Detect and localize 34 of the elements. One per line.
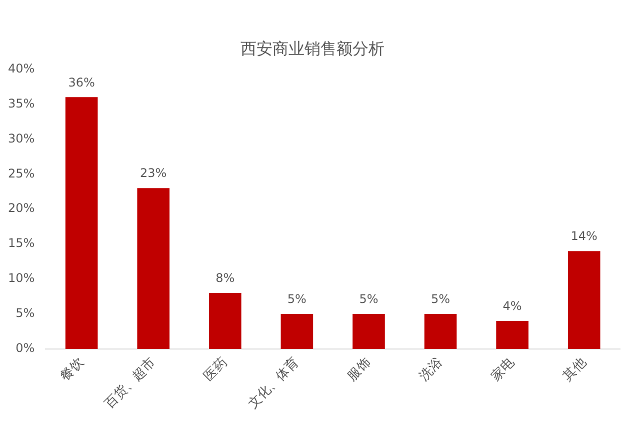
- x-tick-label: 洗浴: [416, 355, 446, 384]
- data-label: 36%: [68, 75, 95, 90]
- x-tick-label: 医药: [201, 355, 230, 384]
- x-tick-label: 家电: [488, 354, 518, 384]
- y-tick-label: 25%: [8, 166, 35, 180]
- chart-title: 西安商业销售额分析: [240, 38, 384, 58]
- y-tick-label: 30%: [8, 131, 35, 146]
- x-tick-label: 服饰: [344, 355, 374, 384]
- y-tick-label: 0%: [16, 341, 35, 356]
- data-label: 8%: [216, 271, 235, 286]
- x-tick-label: 其他: [560, 355, 590, 384]
- bar: [352, 314, 385, 350]
- bar: [208, 293, 242, 350]
- bar: [65, 97, 98, 350]
- y-tick-label: 35%: [8, 96, 35, 110]
- x-tick-label: 文化、体育: [244, 354, 302, 412]
- x-tick-label: 百货、超市: [102, 355, 159, 412]
- data-label: 4%: [502, 299, 522, 314]
- bar: [424, 314, 457, 350]
- data-label: 23%: [140, 166, 167, 180]
- x-tick-label: 餐饮: [58, 355, 87, 384]
- y-tick-label: 5%: [16, 306, 35, 320]
- bar: [137, 188, 170, 350]
- bar: [280, 314, 314, 350]
- y-tick-label: 15%: [8, 236, 35, 250]
- bar: [568, 251, 600, 350]
- data-label: 5%: [431, 292, 450, 306]
- data-label: 14%: [570, 229, 598, 244]
- data-label: 5%: [359, 292, 378, 306]
- bar: [496, 321, 528, 350]
- data-label: 5%: [287, 292, 306, 306]
- y-tick-label: 10%: [8, 271, 35, 286]
- y-tick-label: 40%: [8, 61, 35, 76]
- y-tick-label: 20%: [8, 201, 35, 216]
